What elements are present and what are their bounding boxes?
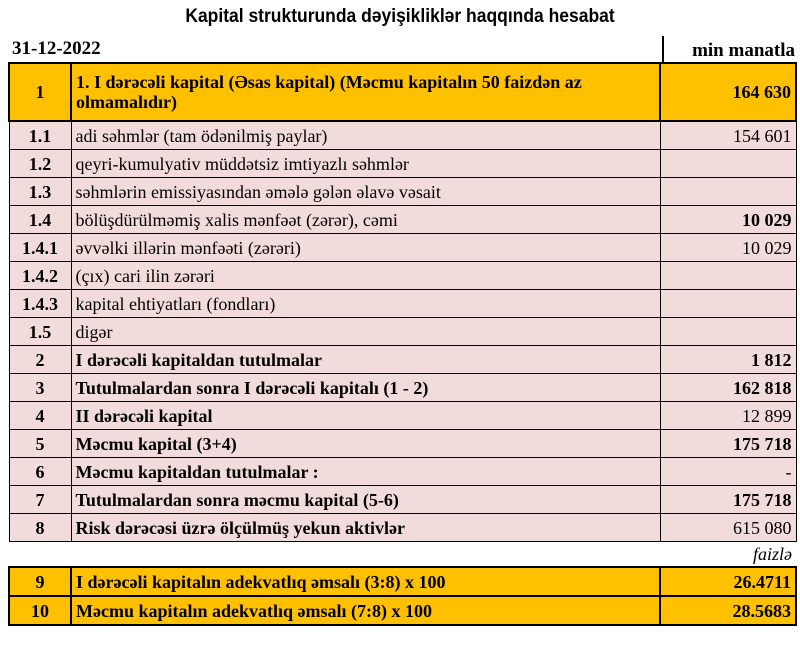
row-value <box>659 177 797 206</box>
row-number: 6 <box>8 457 72 486</box>
row-number: 1.1 <box>8 120 72 150</box>
row-value <box>659 289 797 318</box>
table-row: 1.4.1 əvvəlki illərin mənfəəti (zərəri) 10… <box>8 233 797 262</box>
row-label: Məcmu kapitalın adekvatlıq əmsalı (7:8) … <box>70 595 661 626</box>
row-label: Tutulmalardan sonra məcmu kapital (5-6) <box>70 485 661 514</box>
row-number: 5 <box>8 429 72 458</box>
percent-unit-row: faizlə <box>9 541 796 568</box>
row-number: 1.4.1 <box>8 233 72 262</box>
table-row: 1.4.3 kapital ehtiyatları (fondları) <box>8 289 797 318</box>
table-row: 1.4.2 (çıx) cari ilin zərəri <box>8 261 797 290</box>
row-label: (çıx) cari ilin zərəri <box>70 261 661 290</box>
row-value: 175 718 <box>659 485 797 514</box>
row-number: 1.4.2 <box>8 261 72 290</box>
row-number: 1.4.3 <box>8 289 72 318</box>
table-row: 10 Məcmu kapitalın adekvatlıq əmsalı (7:8… <box>8 595 797 626</box>
row-value: 10 029 <box>659 233 797 262</box>
row-label: Tutulmalardan sonra I dərəcəli kapitalı … <box>70 373 661 402</box>
row-value: - <box>659 457 797 486</box>
row-number: 1 <box>8 62 72 122</box>
report-title: Kapital strukturunda dəyişikliklər haqqı… <box>185 6 615 27</box>
row-label: Məcmu kapitaldan tutulmalar : <box>70 457 661 486</box>
table-row: 1 1. I dərəcəli kapital (Əsas kapital) (M… <box>8 62 797 122</box>
row-number: 9 <box>8 566 72 597</box>
row-value: 162 818 <box>659 373 797 402</box>
row-label: bölüşdürülməmiş xalis mənfəət (zərər), c… <box>70 205 661 234</box>
row-label: səhmlərin emissiyasından əmələ gələn əla… <box>70 177 661 206</box>
row-value: 28.5683 <box>659 595 797 626</box>
row-label: I dərəcəli kapitalın adekvatlıq əmsalı (… <box>70 566 661 597</box>
row-label: adi səhmlər (tam ödənilmiş paylar) <box>70 120 661 150</box>
row-value: 12 899 <box>659 401 797 430</box>
row-label: əvvəlki illərin mənfəəti (zərəri) <box>70 233 661 262</box>
table-header: 31-12-2022 min manatla <box>8 36 797 62</box>
divider <box>662 36 664 62</box>
row-number: 8 <box>8 513 72 542</box>
table-row: 1.1 adi səhmlər (tam ödənilmiş paylar) 154… <box>8 120 797 150</box>
row-label: II dərəcəli kapital <box>70 401 661 430</box>
table-row: 5 Məcmu kapital (3+4) 175 718 <box>8 429 797 458</box>
row-value: 164 630 <box>659 62 797 122</box>
row-label: I dərəcəli kapitaldan tutulmalar <box>70 345 661 374</box>
table-row: 3 Tutulmalardan sonra I dərəcəli kapitalı… <box>8 373 797 402</box>
row-label: Məcmu kapital (3+4) <box>70 429 661 458</box>
row-value: 26.4711 <box>659 566 797 597</box>
row-number: 4 <box>8 401 72 430</box>
report-date: 31-12-2022 <box>12 38 101 59</box>
row-number: 1.3 <box>8 177 72 206</box>
percent-unit-label: faizlə <box>9 541 796 568</box>
row-value: 1 812 <box>659 345 797 374</box>
row-value: 154 601 <box>659 120 797 150</box>
row-number: 1.5 <box>8 317 72 346</box>
table-row: 7 Tutulmalardan sonra məcmu kapital (5-6)… <box>8 485 797 514</box>
row-label: 1. I dərəcəli kapital (Əsas kapital) (Mə… <box>70 62 661 122</box>
table-row: 1.5 digər <box>8 317 797 346</box>
table-row: 4 II dərəcəli kapital 12 899 <box>8 401 797 430</box>
row-value <box>659 261 797 290</box>
row-number: 10 <box>8 595 72 626</box>
row-value: 175 718 <box>659 429 797 458</box>
table-row: 8 Risk dərəcəsi üzrə ölçülmüş yekun aktiv… <box>8 513 797 542</box>
table-row: 1.4 bölüşdürülməmiş xalis mənfəət (zərər)… <box>8 205 797 234</box>
table-row: 6 Məcmu kapitaldan tutulmalar :- <box>8 457 797 486</box>
row-number: 7 <box>8 485 72 514</box>
row-label: kapital ehtiyatları (fondları) <box>70 289 661 318</box>
row-value: 615 080 <box>659 513 797 542</box>
row-label: qeyri-kumulyativ müddətsiz imtiyazlı səh… <box>70 149 661 178</box>
unit-label: min manatla <box>692 40 795 61</box>
row-label: digər <box>70 317 661 346</box>
row-number: 3 <box>8 373 72 402</box>
capital-table: 1 1. I dərəcəli kapital (Əsas kapital) (M… <box>8 62 797 626</box>
row-value <box>659 149 797 178</box>
row-number: 1.4 <box>8 205 72 234</box>
row-label: Risk dərəcəsi üzrə ölçülmüş yekun aktivl… <box>70 513 661 542</box>
table-row: 1.3 səhmlərin emissiyasından əmələ gələn … <box>8 177 797 206</box>
row-value <box>659 317 797 346</box>
row-number: 2 <box>8 345 72 374</box>
row-number: 1.2 <box>8 149 72 178</box>
row-value: 10 029 <box>659 205 797 234</box>
table-row: 1.2 qeyri-kumulyativ müddətsiz imtiyazlı … <box>8 149 797 178</box>
